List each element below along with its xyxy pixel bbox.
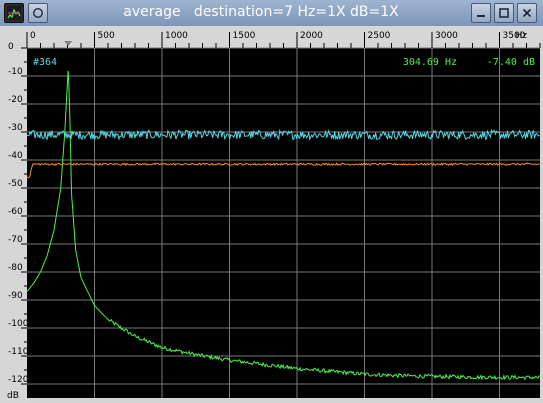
window-menu-button[interactable] — [28, 3, 48, 23]
y-tick-label: -30 — [8, 123, 23, 133]
x-tick-label: 1500 — [233, 31, 256, 41]
y-tick-label: -60 — [8, 207, 23, 217]
y-tick-label: 0 — [8, 42, 14, 52]
frequency-marker-icon[interactable] — [64, 41, 73, 46]
y-tick-label: -100 — [8, 319, 29, 329]
level-ruler[interactable] — [0, 48, 27, 403]
app-icon[interactable] — [4, 3, 24, 23]
spectrum-app-icon — [7, 6, 21, 20]
x-tick-label: 3000 — [435, 31, 458, 41]
y-tick-label: -80 — [8, 263, 23, 273]
circle-icon — [32, 7, 44, 19]
y-tick-label: -120 — [8, 375, 29, 385]
y-axis-unit: dB — [7, 391, 19, 401]
y-tick-label: -90 — [8, 291, 23, 301]
level-readout: -7.40 dB — [487, 57, 535, 68]
x-tick-label: 1000 — [165, 31, 188, 41]
y-tick-label: -110 — [8, 347, 29, 357]
frequency-ruler[interactable] — [0, 26, 543, 48]
x-axis-ticks: 0 500 1000 1500 2000 2500 3000 3500 — [26, 31, 541, 48]
close-icon — [522, 8, 532, 18]
close-button[interactable] — [517, 3, 537, 23]
maximize-icon — [499, 8, 509, 18]
series-line-average — [26, 162, 540, 179]
grid — [27, 47, 540, 398]
y-tick-label: -10 — [8, 67, 23, 77]
x-tick-label: 500 — [98, 31, 115, 41]
series-line-peak-spectrum — [26, 70, 541, 381]
spectrum-series — [26, 70, 541, 381]
y-tick-label: -70 — [8, 235, 23, 245]
title-bar[interactable]: average destination=7 Hz=1X dB=1X — [0, 0, 543, 27]
x-tick-label: 3500 — [503, 31, 526, 41]
frame-counter: #364 — [33, 57, 57, 68]
maximize-button[interactable] — [494, 3, 514, 23]
plot-area[interactable] — [27, 48, 540, 398]
y-axis-ticks: 0 -10 -20 -30 -40 -50 -60 -70 -80 -90 -100 -110 -120 — [8, 42, 29, 385]
x-axis-unit: Hz — [516, 31, 528, 41]
series-line-noise-floor — [26, 128, 540, 141]
minimize-icon — [477, 15, 485, 17]
y-tick-label: -50 — [8, 179, 23, 189]
frequency-readout: 304.69 Hz — [403, 57, 457, 68]
y-tick-label: -40 — [8, 151, 23, 161]
spectrum-analyzer-view: 0 500 1000 1500 2000 2500 3000 3500 0 -10 -20 -30 -… — [0, 26, 543, 403]
x-tick-label: 2500 — [368, 31, 391, 41]
x-tick-label: 2000 — [300, 31, 323, 41]
x-tick-label: 0 — [30, 31, 36, 41]
y-tick-label: -20 — [8, 95, 23, 105]
window-title: average destination=7 Hz=1X dB=1X — [123, 4, 399, 20]
minimize-button[interactable] — [471, 3, 491, 23]
